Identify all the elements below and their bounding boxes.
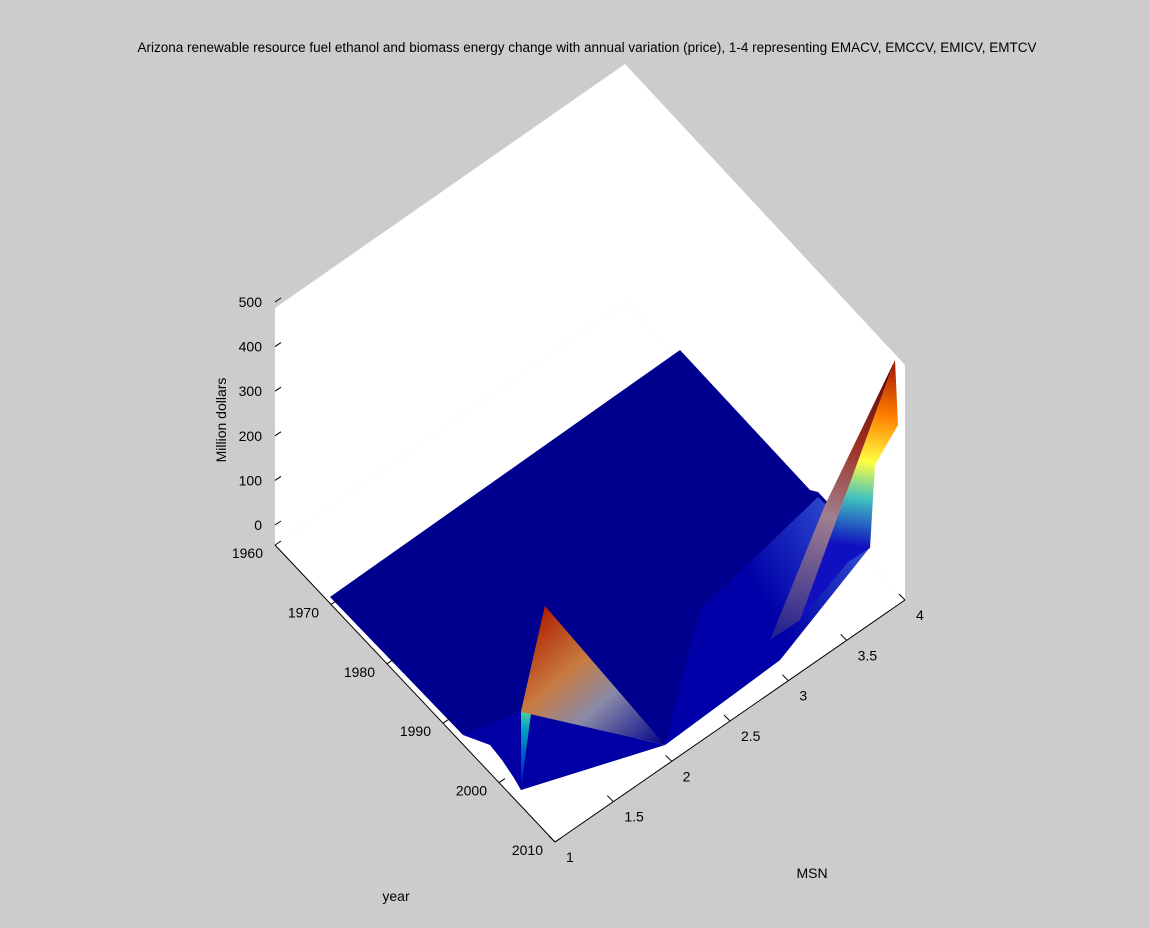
tick-marks (274, 297, 906, 843)
x-tick-label: 1 (566, 849, 574, 865)
y-tick-mark (274, 540, 282, 546)
y-tick-labels: 1960 1970 1980 1990 2000 2010 (232, 545, 543, 858)
x-tick-mark (665, 754, 673, 762)
y-tick-mark (498, 778, 506, 784)
y-tick-mark (330, 599, 338, 605)
y-tick-mark (442, 718, 450, 724)
x-tick-label: 1.5 (624, 809, 644, 825)
y-tick-label: 1980 (344, 664, 375, 680)
z-tick-labels: 0 100 200 300 400 500 (239, 294, 263, 533)
surface-side-strip (463, 712, 665, 790)
z-tick-label: 0 (254, 517, 262, 533)
x-axis-label: MSN (796, 865, 827, 881)
z-tick-mark (274, 431, 282, 437)
y-tick-label: 2000 (456, 783, 487, 799)
y-axis-line (274, 544, 556, 843)
surface-peak-emccv-back (521, 606, 665, 745)
surface-plot (330, 350, 898, 790)
x-tick-mark (548, 835, 556, 843)
x-tick-mark (606, 795, 614, 803)
y-tick-label: 2010 (512, 842, 543, 858)
z-tick-mark (274, 475, 282, 481)
back-wall-right (625, 64, 905, 600)
x-tick-label: 2.5 (741, 728, 761, 744)
y-axis-label: year (382, 888, 410, 904)
x-tick-label: 4 (916, 607, 924, 623)
y-tick-label: 1960 (232, 545, 263, 561)
y-tick-mark (386, 659, 394, 665)
z-tick-label: 300 (239, 383, 263, 399)
z-tick-label: 200 (239, 428, 263, 444)
surface-peak-emtcv-left (770, 360, 895, 640)
surface-peak-emtcv-right (800, 360, 898, 620)
x-tick-mark (781, 674, 789, 682)
x-tick-label: 3.5 (858, 647, 878, 663)
y-tick-mark (554, 837, 562, 843)
x-tick-mark (840, 633, 848, 641)
x-tick-label: 3 (799, 688, 807, 704)
z-axis-label: Million dollars (213, 378, 229, 463)
x-tick-label: 2 (683, 768, 691, 784)
x-tick-mark (723, 714, 731, 722)
y-tick-label: 1970 (288, 604, 319, 620)
z-tick-mark (274, 520, 282, 526)
z-tick-mark (274, 297, 282, 303)
z-tick-label: 400 (239, 339, 263, 355)
x-tick-labels: 1 1.5 2 2.5 3 3.5 4 (566, 607, 924, 865)
back-wall-left (275, 64, 625, 545)
z-tick-label: 100 (239, 472, 263, 488)
z-tick-mark (274, 386, 282, 392)
x-tick-mark (898, 593, 906, 601)
y-tick-label: 1990 (400, 723, 431, 739)
z-tick-label: 500 (239, 294, 263, 310)
chart-title: Arizona renewable resource fuel ethanol … (138, 40, 1037, 55)
z-tick-mark (274, 342, 282, 348)
